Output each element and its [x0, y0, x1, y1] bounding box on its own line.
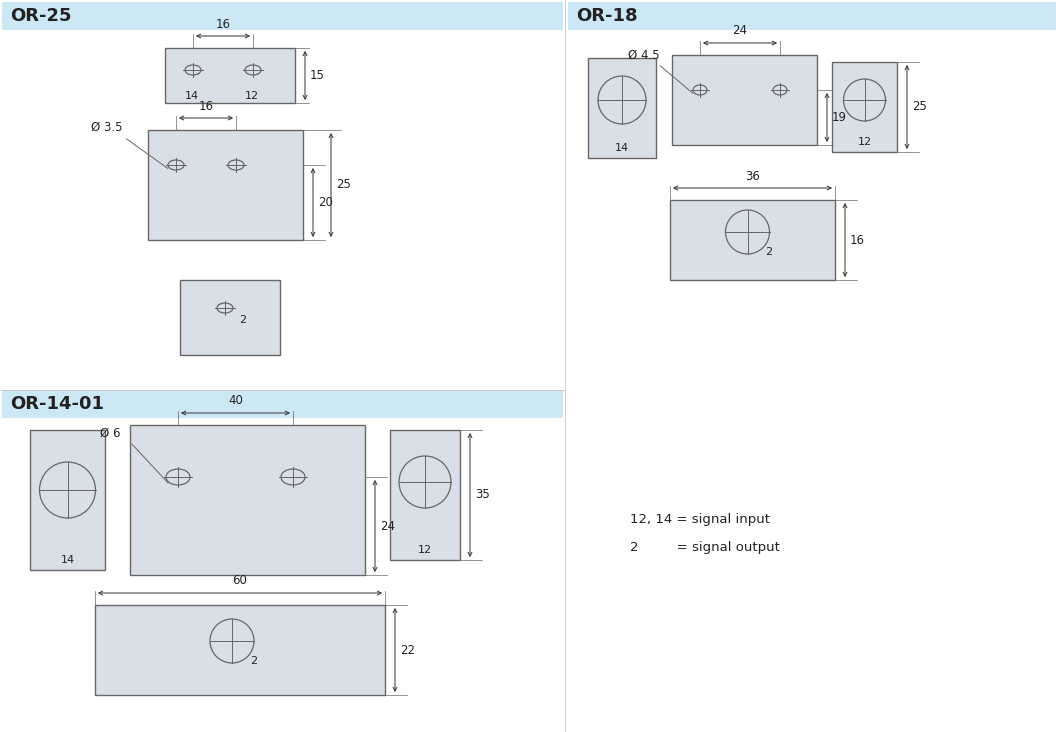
Text: 16: 16 — [216, 18, 231, 31]
Bar — [148, 130, 303, 240]
Text: 25: 25 — [912, 100, 927, 113]
Bar — [165, 48, 295, 103]
Text: Ø 4.5: Ø 4.5 — [628, 48, 659, 61]
Text: 2: 2 — [766, 247, 772, 257]
Text: 14: 14 — [60, 555, 74, 565]
Text: 24: 24 — [380, 520, 395, 532]
Text: 19: 19 — [832, 111, 847, 124]
Bar — [568, 2, 1056, 30]
Text: OR-18: OR-18 — [576, 7, 638, 25]
Text: 12: 12 — [245, 91, 259, 101]
Text: 2: 2 — [250, 656, 257, 666]
Text: 14: 14 — [185, 91, 199, 101]
Text: OR-25: OR-25 — [10, 7, 72, 25]
Bar — [588, 58, 656, 158]
Text: 15: 15 — [310, 69, 325, 82]
Text: 12, 14 = signal input: 12, 14 = signal input — [630, 514, 770, 526]
Text: 22: 22 — [400, 643, 415, 657]
Text: 40: 40 — [229, 395, 243, 408]
Bar — [390, 430, 460, 560]
Text: 12: 12 — [418, 545, 432, 555]
Text: 16: 16 — [850, 234, 865, 247]
Bar — [95, 605, 385, 695]
Text: Ø 3.5: Ø 3.5 — [91, 121, 123, 133]
Bar — [130, 425, 365, 575]
Text: 25: 25 — [336, 179, 351, 192]
Text: 24: 24 — [732, 24, 748, 37]
Text: 35: 35 — [475, 488, 490, 501]
Bar — [832, 62, 897, 152]
Bar — [2, 390, 563, 418]
Text: 60: 60 — [233, 575, 248, 588]
Text: OR-14-01: OR-14-01 — [10, 395, 104, 413]
Text: 2         = signal output: 2 = signal output — [630, 542, 780, 555]
Text: 36: 36 — [745, 170, 760, 182]
Bar — [2, 2, 563, 30]
Text: Ø 6: Ø 6 — [101, 427, 121, 439]
Bar — [672, 55, 817, 145]
Bar — [30, 430, 105, 570]
Text: 12: 12 — [857, 137, 872, 147]
Text: 16: 16 — [199, 100, 214, 113]
Text: 14: 14 — [615, 143, 630, 153]
Bar — [180, 280, 280, 355]
Text: 2: 2 — [239, 315, 247, 325]
Text: 20: 20 — [318, 196, 333, 209]
Bar — [670, 200, 835, 280]
